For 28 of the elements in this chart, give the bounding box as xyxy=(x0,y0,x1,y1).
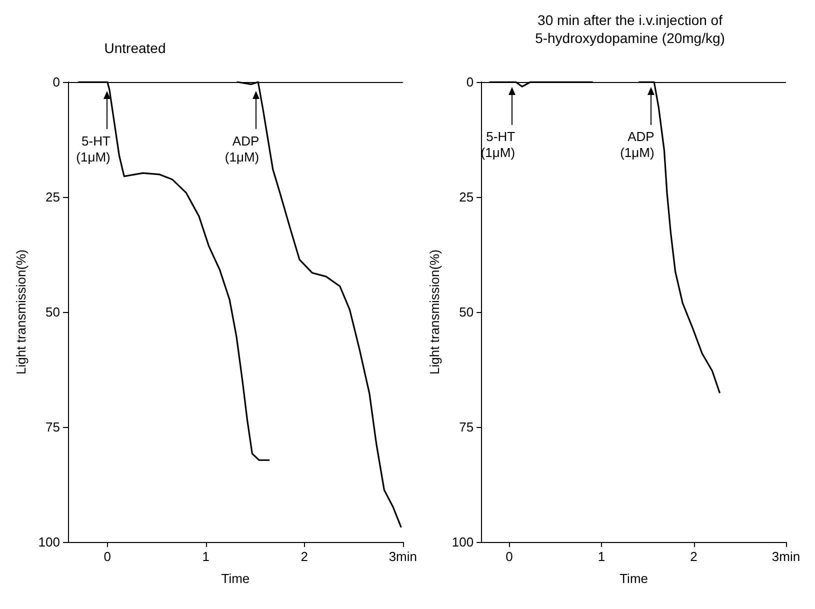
annotation: ADP (1μM) xyxy=(224,134,260,165)
y-tick-label: 100 xyxy=(452,534,474,550)
y-tick-label: 25 xyxy=(459,190,474,204)
x-axis-title: Time xyxy=(620,571,648,586)
y-axis-title: Light transmission(%) xyxy=(427,250,442,374)
x-tick-label: 3min xyxy=(388,549,418,564)
x-tick-label: 2 xyxy=(300,549,308,564)
x-tick-label: 1 xyxy=(598,549,606,564)
y-tick-label: 75 xyxy=(459,420,474,434)
y-tick-label: 0 xyxy=(52,74,60,90)
y-tick-label: 50 xyxy=(46,304,60,320)
y-tick-label: 0 xyxy=(466,74,474,90)
x-tick-label: 0 xyxy=(506,549,513,564)
annotation: ADP (1μM) xyxy=(620,129,654,160)
x-tick-label: 2 xyxy=(690,549,698,564)
annotation: 5-HT (1μM) xyxy=(480,129,516,160)
x-tick-label: 3min xyxy=(772,549,800,564)
y-axis-title: Light transmission(%) xyxy=(13,250,28,374)
annotation: 5-HT (1μM) xyxy=(76,134,110,165)
y-tick-label: 25 xyxy=(46,190,60,204)
chart-title: Untreated xyxy=(104,40,166,56)
y-tick-label: 50 xyxy=(459,304,474,320)
x-axis-title: Time xyxy=(221,571,250,586)
x-tick-label: 1 xyxy=(202,549,210,564)
y-tick-label: 75 xyxy=(46,420,60,434)
chart-title: 30 min after the i.v.injection of 5-hydroxydopamine (20mg/kg) xyxy=(535,12,725,46)
x-tick-label: 0 xyxy=(104,549,112,564)
y-tick-label: 100 xyxy=(38,534,60,550)
